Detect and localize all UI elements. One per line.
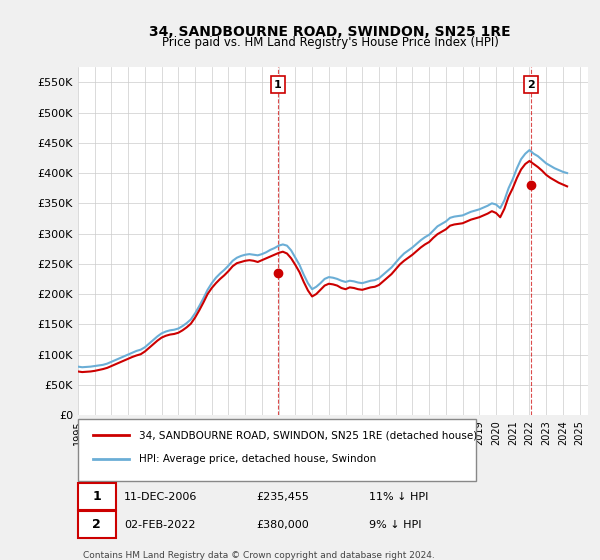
Text: 34, SANDBOURNE ROAD, SWINDON, SN25 1RE (detached house): 34, SANDBOURNE ROAD, SWINDON, SN25 1RE (…	[139, 430, 478, 440]
Text: Price paid vs. HM Land Registry's House Price Index (HPI): Price paid vs. HM Land Registry's House …	[161, 36, 499, 49]
Text: 2: 2	[92, 518, 101, 531]
Text: 2: 2	[527, 80, 535, 90]
Text: Contains HM Land Registry data © Crown copyright and database right 2024.
This d: Contains HM Land Registry data © Crown c…	[83, 552, 435, 560]
Text: 9% ↓ HPI: 9% ↓ HPI	[368, 520, 421, 530]
Text: 1: 1	[274, 80, 281, 90]
Text: £235,455: £235,455	[257, 492, 310, 502]
Text: 1: 1	[92, 490, 101, 503]
Text: £380,000: £380,000	[257, 520, 309, 530]
Text: 11-DEC-2006: 11-DEC-2006	[124, 492, 197, 502]
FancyBboxPatch shape	[78, 483, 116, 510]
Text: 34, SANDBOURNE ROAD, SWINDON, SN25 1RE: 34, SANDBOURNE ROAD, SWINDON, SN25 1RE	[149, 25, 511, 39]
Text: 11% ↓ HPI: 11% ↓ HPI	[368, 492, 428, 502]
Text: 02-FEB-2022: 02-FEB-2022	[124, 520, 196, 530]
FancyBboxPatch shape	[78, 511, 116, 538]
Text: HPI: Average price, detached house, Swindon: HPI: Average price, detached house, Swin…	[139, 454, 376, 464]
FancyBboxPatch shape	[78, 419, 476, 480]
